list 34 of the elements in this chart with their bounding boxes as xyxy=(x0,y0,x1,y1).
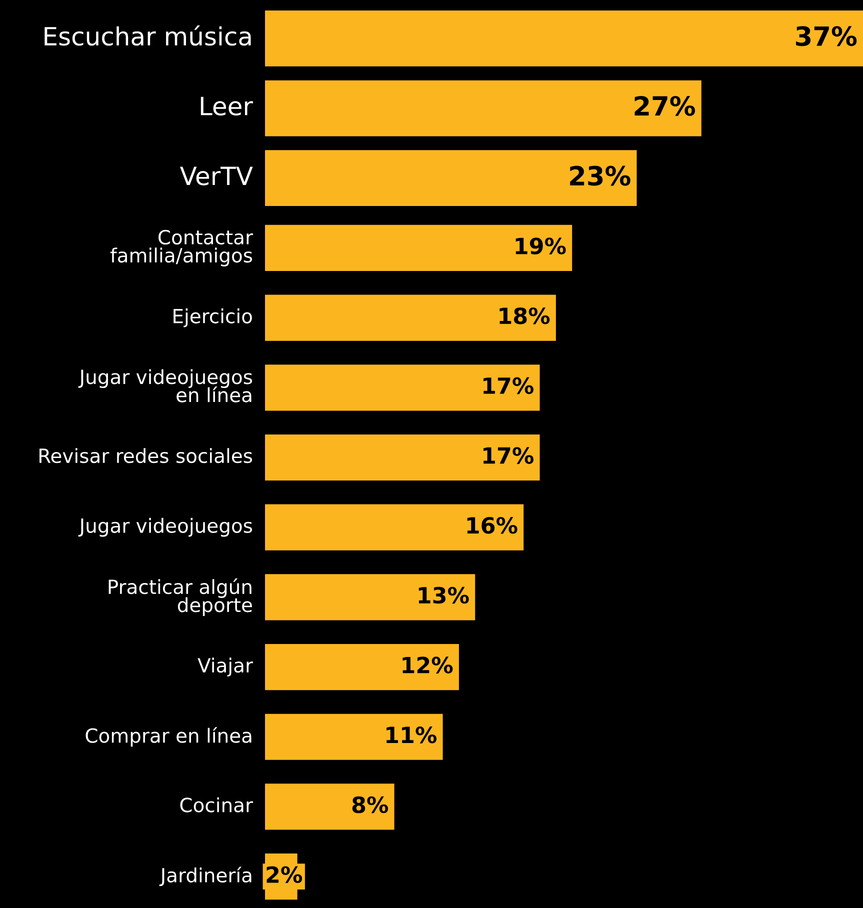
y-tick-label: Jardinería xyxy=(159,866,252,886)
bar xyxy=(265,364,540,411)
data-label: 27% xyxy=(634,96,695,116)
bar xyxy=(265,644,459,690)
data-label: 18% xyxy=(500,307,550,324)
bar xyxy=(265,784,394,830)
y-tick-label: Leer xyxy=(200,96,253,116)
data-label: 19% xyxy=(516,238,566,254)
data-label: 23% xyxy=(570,166,630,186)
y-tick-label: Jugar videojuegos xyxy=(78,518,252,537)
y-tick-label: Revisar redes sociales xyxy=(40,448,252,464)
bar xyxy=(265,294,556,341)
y-tick-label: Comprar en línea xyxy=(86,727,252,747)
data-label: 37% xyxy=(796,26,857,46)
y-tick-label: Contactar familia/amigos xyxy=(110,230,253,266)
bar xyxy=(265,714,443,760)
data-label: 17% xyxy=(484,447,534,464)
data-label: 16% xyxy=(467,516,518,534)
data-label: 12% xyxy=(402,656,453,674)
data-label: 11% xyxy=(386,726,437,744)
bar xyxy=(265,574,476,620)
y-tick-label: Escuchar música xyxy=(44,25,251,46)
y-tick-label: VerTV xyxy=(180,166,253,186)
data-label: 17% xyxy=(484,377,534,394)
bar xyxy=(265,224,572,272)
y-tick-label: Cocinar xyxy=(180,797,253,812)
y-tick-label: Viajar xyxy=(198,658,253,676)
y-tick-label: Jugar videojuegos en línea xyxy=(78,369,252,402)
data-label: 13% xyxy=(418,586,469,604)
data-label: 8% xyxy=(352,796,388,814)
bar xyxy=(265,504,524,550)
y-tick-label: Practicar algún deporte xyxy=(108,578,252,616)
bar xyxy=(265,434,540,481)
y-tick-label: Ejercicio xyxy=(174,308,252,328)
